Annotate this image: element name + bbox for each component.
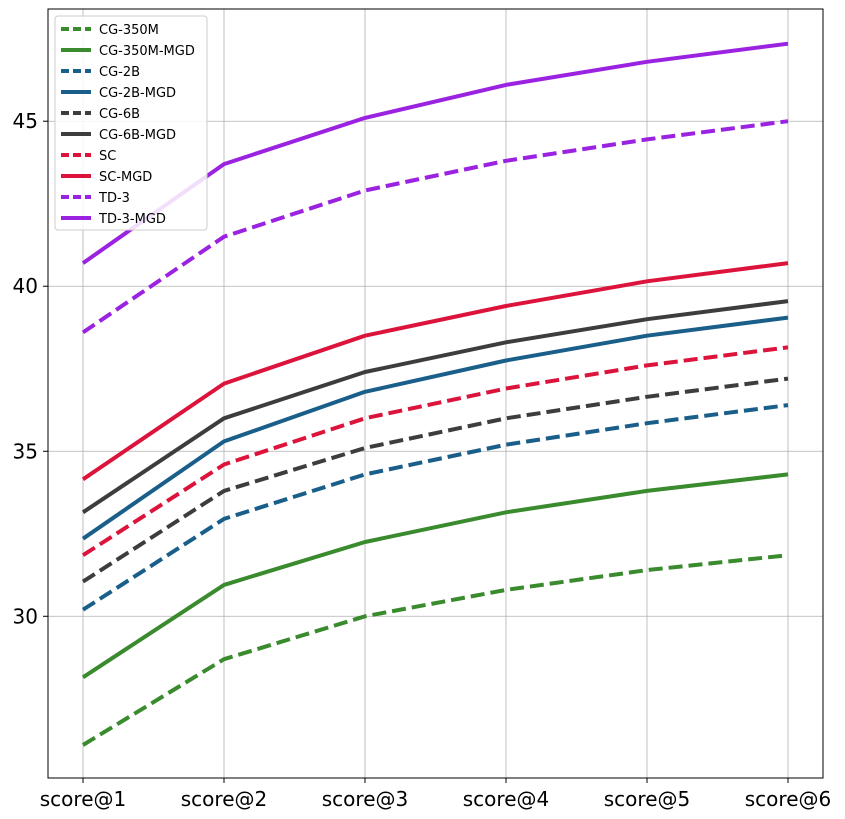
legend: CG-350M CG-350M-MGD CG-2B CG-2B-MGD CG-6B CG-… [54,15,208,231]
series-lines [81,41,789,747]
x-tick-label: score@5 [604,787,690,811]
y-tick-label: 40 [13,274,38,298]
series-line-cg-350m [81,553,789,747]
legend-box [54,15,208,231]
series-line-cg-6b-mgd [81,299,789,514]
legend-label-cg-350m-mgd: CG-350M-MGD [99,44,195,59]
x-tick-label: score@1 [40,787,126,811]
legend-label-td-3: TD-3 [98,191,130,206]
series-line-cg-350m-mgd [81,472,789,679]
x-tick-label: score@6 [745,787,831,811]
legend-label-sc: SC [99,149,116,164]
legend-label-td-3-mgd: TD-3-MGD [98,212,166,227]
series-line-cg-2b [81,403,789,612]
legend-label-cg-6b-mgd: CG-6B-MGD [99,128,176,143]
legend-label-sc-mgd: SC-MGD [99,170,152,185]
y-tick-label: 45 [13,109,38,133]
x-tick-label: score@4 [463,787,549,811]
x-tick-label: score@2 [181,787,267,811]
series-line-cg-2b-mgd [81,315,789,541]
legend-label-cg-2b-mgd: CG-2B-MGD [99,86,176,101]
x-tick-label: score@3 [322,787,408,811]
legend-label-cg-6b: CG-6B [99,107,140,122]
legend-label-cg-2b: CG-2B [99,65,140,80]
plot-frame [47,8,824,779]
y-tick-label: 30 [13,604,38,628]
series-line-td-3 [81,119,789,335]
axis-ticks: score@1 score@2 score@3 score@4 score@5 score… [13,109,832,811]
y-tick-label: 35 [13,439,38,463]
legend-label-cg-350m: CG-350M [99,23,159,38]
series-line-cg-6b [81,376,789,584]
series-line-sc [81,345,789,557]
series-line-sc-mgd [81,261,789,481]
